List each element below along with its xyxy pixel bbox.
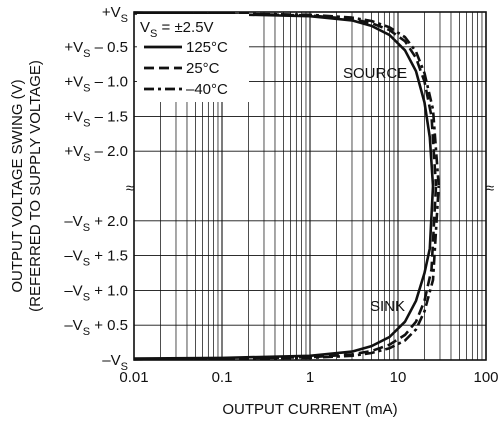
axis-breaks: ≈ ≈: [126, 180, 494, 197]
sink-curve: [133, 185, 435, 360]
legend-header: VS = ±2.5V: [140, 19, 214, 40]
x-tick-label: 100: [473, 369, 498, 386]
y-tick-label: +VS – 2.0: [64, 143, 128, 164]
x-tick-label: 1: [306, 369, 314, 386]
legend-label: 125°C: [186, 39, 228, 56]
sink-curve: [133, 185, 440, 361]
y-tick-label: –VS + 0.5: [64, 317, 128, 338]
sink-annotation: SINK: [370, 298, 405, 315]
source-curve: [133, 12, 435, 187]
y-axis-title-line1: OUTPUT VOLTAGE SWING (V): [9, 79, 26, 292]
y-tick-label: –VS + 1.0: [64, 282, 128, 303]
y-tick-label: +VS – 0.5: [64, 39, 128, 60]
y-tick-label: +VS – 1.0: [64, 74, 128, 95]
x-tick-label: 0.1: [212, 369, 233, 386]
legend: VS = ±2.5V 125°C 25°C –40°C: [137, 14, 249, 102]
y-tick-label: –VS: [102, 352, 128, 373]
y-axis-title-line2: (REFERRED TO SUPPLY VOLTAGE): [27, 60, 44, 312]
legend-entries: 125°C 25°C –40°C: [144, 39, 228, 98]
plot-frame: [133, 11, 487, 361]
y-tick-labels: +VS +VS – 0.5 +VS – 1.0 +VS – 1.5 +VS – 2.0 –…: [64, 4, 128, 373]
y-tick-label: +VS – 1.5: [64, 108, 128, 129]
y-tick-label: –VS + 1.5: [64, 248, 128, 269]
sink-curve: [133, 185, 438, 361]
right-axis-break: ≈: [486, 180, 494, 197]
legend-label: 25°C: [186, 60, 220, 77]
source-curve: [133, 11, 438, 187]
y-tick-label: +VS: [102, 4, 128, 25]
legend-label: –40°C: [186, 81, 228, 98]
legend-background: [137, 14, 249, 102]
y-tick-label: –VS + 2.0: [64, 213, 128, 234]
source-annotation: SOURCE: [343, 65, 407, 82]
curves: [133, 11, 440, 361]
x-axis-title: OUTPUT CURRENT (mA): [222, 401, 397, 418]
x-tick-labels: 0.01 0.1 1 10 100: [119, 369, 498, 386]
x-tick-label: 0.01: [119, 369, 148, 386]
x-tick-label: 10: [390, 369, 407, 386]
source-curve: [133, 11, 440, 187]
left-axis-break: ≈: [126, 180, 134, 197]
